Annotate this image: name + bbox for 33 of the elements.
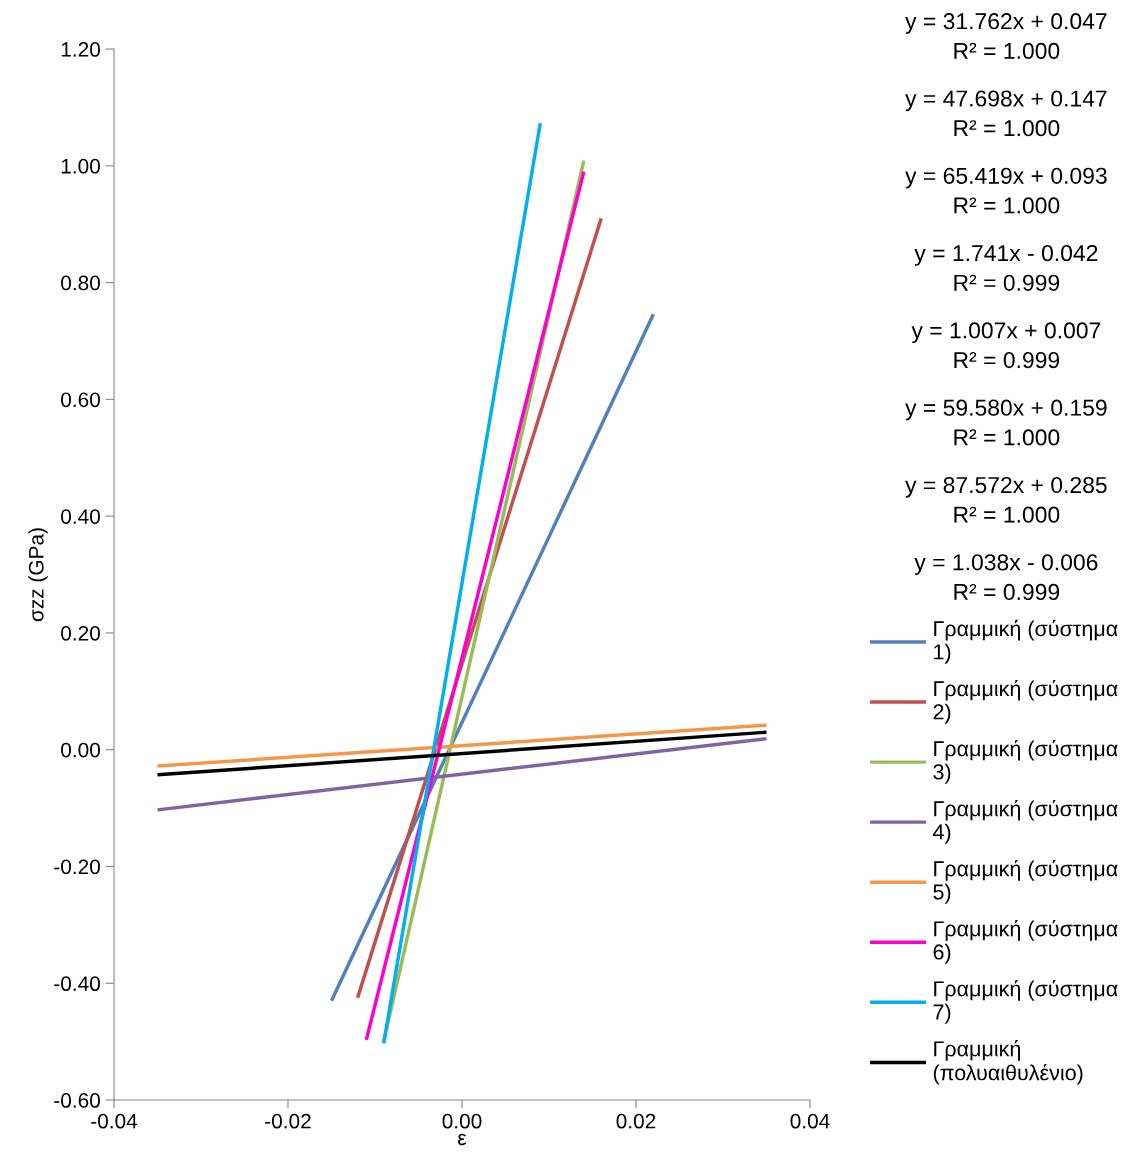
text: y = 65.419x + 0.093 R² = 1.000 [905,167,1107,214]
x-tick-label: 0.02 [616,1113,656,1129]
y-tick-label: -0.20 [54,859,100,875]
text: y = 59.580x + 0.159 R² = 1.000 [905,399,1107,446]
legend-label: Γραμμική (σύστημα 7) [933,980,1118,1024]
x-tick-label: 0.00 [442,1113,482,1129]
y-axis-title: σzz (GPa) [28,528,48,622]
y-tick-label: 1.00 [61,158,100,174]
x-tick-label: -0.02 [265,1113,311,1129]
text: y = 87.572x + 0.285 R² = 1.000 [905,476,1107,523]
legend-label: Γραμμική (σύστημα 5) [933,859,1118,904]
y-tick-label: 0.40 [61,509,100,524]
y-tick-label: -0.40 [54,976,100,992]
legend-label: Γραμμική (σύστημα 4) [932,799,1118,844]
text: y = 1.007x + 0.007 R² = 0.999 [911,322,1101,369]
y-tick-label: 0.20 [61,625,100,641]
x-tick-label: 0.04 [790,1113,830,1129]
legend-label: Γραμμική (σύστημα 1) [934,619,1118,664]
legend-label: Γραμμική (πολυαιθυλένιο) [933,1040,1083,1085]
y-tick-label: 0.80 [61,275,100,291]
legend-label: Γραμμική (σύστημα 2) [933,679,1118,724]
y-tick-label: 0.60 [61,392,100,408]
text: y = 1.038x - 0.006 R² = 0.999 [914,554,1098,601]
y-tick-label: 1.20 [61,42,100,57]
legend-label: Γραμμική (σύστημα 3) [933,739,1118,784]
text: y = 1.741x - 0.042 R² = 0.999 [914,244,1098,291]
text: y = 31.762x + 0.047 R² = 1.000 [905,13,1107,59]
text: y = 47.698x + 0.147 R² = 1.000 [905,90,1107,137]
x-axis-title: ε [458,1133,467,1146]
legend-label: Γραμμική (σύστημα 6) [933,919,1118,964]
y-tick-label: -0.60 [54,1093,100,1108]
y-tick-label: 0.00 [61,742,100,758]
x-tick-label: -0.04 [91,1113,138,1129]
